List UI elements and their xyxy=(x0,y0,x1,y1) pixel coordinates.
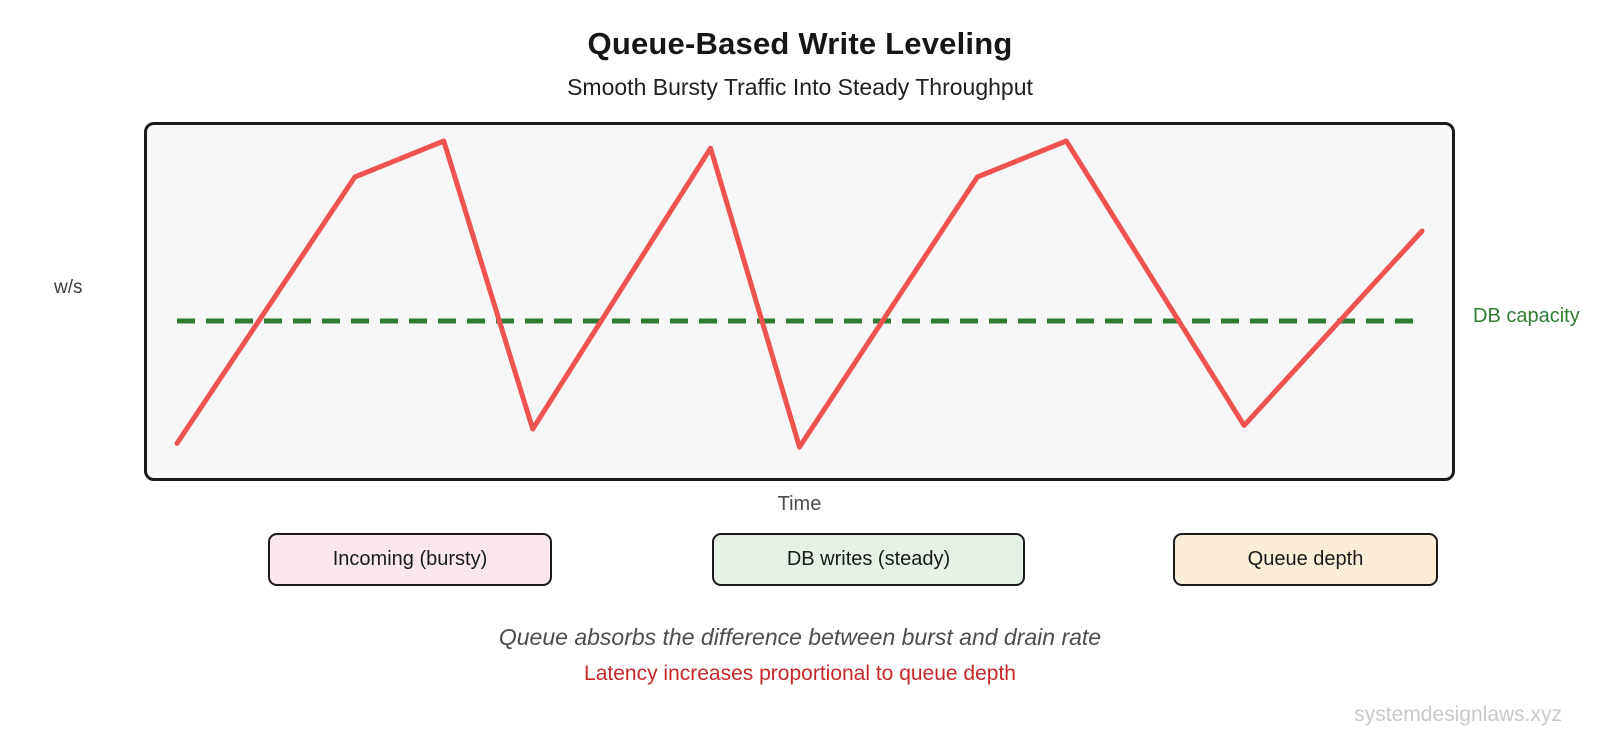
legend-db-writes: DB writes (steady) xyxy=(712,533,1025,586)
note-secondary: Latency increases proportional to queue … xyxy=(584,662,1016,685)
page-title: Queue-Based Write Leveling xyxy=(587,26,1013,61)
chart-svg xyxy=(174,138,1425,450)
legend-db-writes-label: DB writes (steady) xyxy=(786,548,951,570)
watermark: systemdesignlaws.xyz xyxy=(1354,703,1562,726)
page-subtitle: Smooth Bursty Traffic Into Steady Throug… xyxy=(567,74,1033,100)
chart-plot-area xyxy=(144,122,1455,481)
incoming-line xyxy=(174,138,1425,450)
capacity-label: DB capacity xyxy=(1473,305,1580,327)
legend-queue-depth-label: Queue depth xyxy=(1247,548,1364,570)
x-axis-label: Time xyxy=(777,493,822,515)
legend-incoming: Incoming (bursty) xyxy=(268,533,552,586)
legend-queue-depth: Queue depth xyxy=(1173,533,1438,586)
y-axis-label: w/s xyxy=(54,277,83,298)
legend-incoming-label: Incoming (bursty) xyxy=(332,548,488,570)
note-primary: Queue absorbs the difference between bur… xyxy=(498,624,1102,650)
